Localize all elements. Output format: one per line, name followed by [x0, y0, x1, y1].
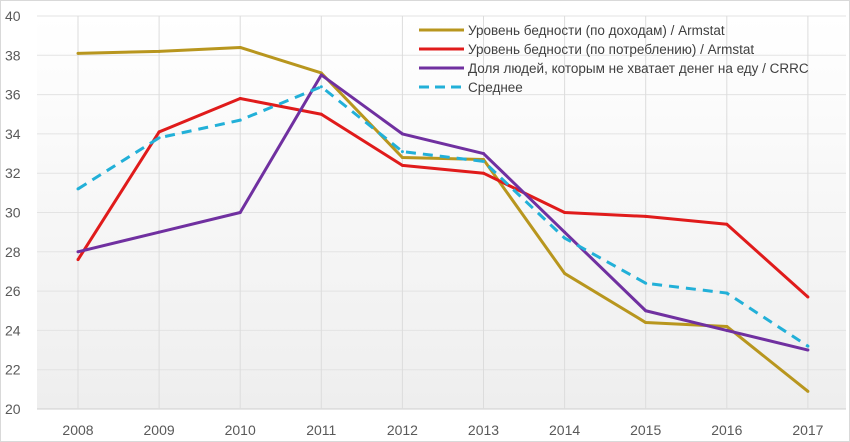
- data-point: [563, 211, 567, 214]
- y-tick-label: 38: [5, 47, 21, 63]
- y-tick-label: 28: [5, 244, 21, 260]
- data-point: [319, 73, 323, 77]
- y-tick-label: 24: [5, 322, 21, 338]
- data-point: [806, 344, 810, 348]
- x-tick-label: 2015: [630, 422, 661, 438]
- data-point: [563, 236, 567, 240]
- legend-label: Уровень бедности (по потреблению) / Arms…: [468, 42, 754, 57]
- data-point: [400, 132, 404, 136]
- data-point: [806, 348, 810, 352]
- data-point: [238, 97, 242, 101]
- y-tick-label: 20: [5, 401, 21, 417]
- data-point: [238, 118, 242, 122]
- legend: Уровень бедности (по доходам) / Armstat У…: [419, 23, 809, 95]
- data-point: [400, 163, 404, 167]
- data-point: [76, 250, 80, 254]
- series-line-3: [77, 85, 809, 348]
- data-point: [806, 389, 810, 393]
- legend-label: Среднее: [468, 80, 523, 95]
- data-point: [563, 271, 567, 275]
- series-line-0: [77, 45, 809, 393]
- data-point: [482, 159, 485, 163]
- data-point: [725, 222, 729, 226]
- x-tick-label: 2014: [549, 422, 580, 438]
- data-point: [482, 171, 485, 175]
- data-point: [76, 258, 80, 262]
- legend-label: Уровень бедности (по доходам) / Armstat: [468, 23, 725, 38]
- data-point: [157, 49, 161, 53]
- y-tick-label: 32: [5, 165, 21, 181]
- data-point: [319, 85, 323, 89]
- data-point: [157, 230, 161, 234]
- data-point: [644, 281, 648, 285]
- data-point: [644, 214, 648, 218]
- y-tick-label: 40: [5, 8, 21, 24]
- data-point: [725, 328, 729, 332]
- data-point: [725, 324, 729, 328]
- x-tick-label: 2012: [387, 422, 418, 438]
- y-tick-label: 22: [5, 362, 21, 378]
- x-tick-label: 2011: [306, 422, 336, 438]
- y-tick-label: 26: [5, 283, 21, 299]
- series-line-2: [77, 73, 809, 352]
- data-point: [482, 152, 485, 156]
- data-point: [400, 155, 404, 159]
- x-tick-label: 2013: [468, 422, 499, 438]
- data-point: [644, 321, 648, 325]
- y-tick-label: 36: [5, 87, 21, 103]
- x-tick-label: 2017: [792, 422, 823, 438]
- x-tick-label: 2016: [711, 422, 742, 438]
- x-tick-label: 2008: [62, 422, 93, 438]
- y-tick-label: 30: [5, 205, 21, 221]
- x-tick-label: 2010: [225, 422, 256, 438]
- data-point: [76, 51, 80, 55]
- data-point: [319, 112, 323, 116]
- series-line-1: [76, 97, 809, 299]
- data-point: [806, 295, 810, 299]
- legend-label: Доля людей, которым не хватает денег на …: [468, 61, 809, 76]
- data-point: [238, 211, 242, 214]
- data-point: [157, 136, 161, 140]
- data-point: [563, 230, 567, 234]
- data-point: [725, 291, 729, 295]
- x-tick-label: 2009: [144, 422, 175, 438]
- data-point: [400, 150, 404, 154]
- data-point: [76, 187, 80, 191]
- data-point: [238, 45, 242, 49]
- data-point: [157, 130, 161, 134]
- y-tick-label: 34: [5, 126, 21, 142]
- data-point: [644, 309, 648, 313]
